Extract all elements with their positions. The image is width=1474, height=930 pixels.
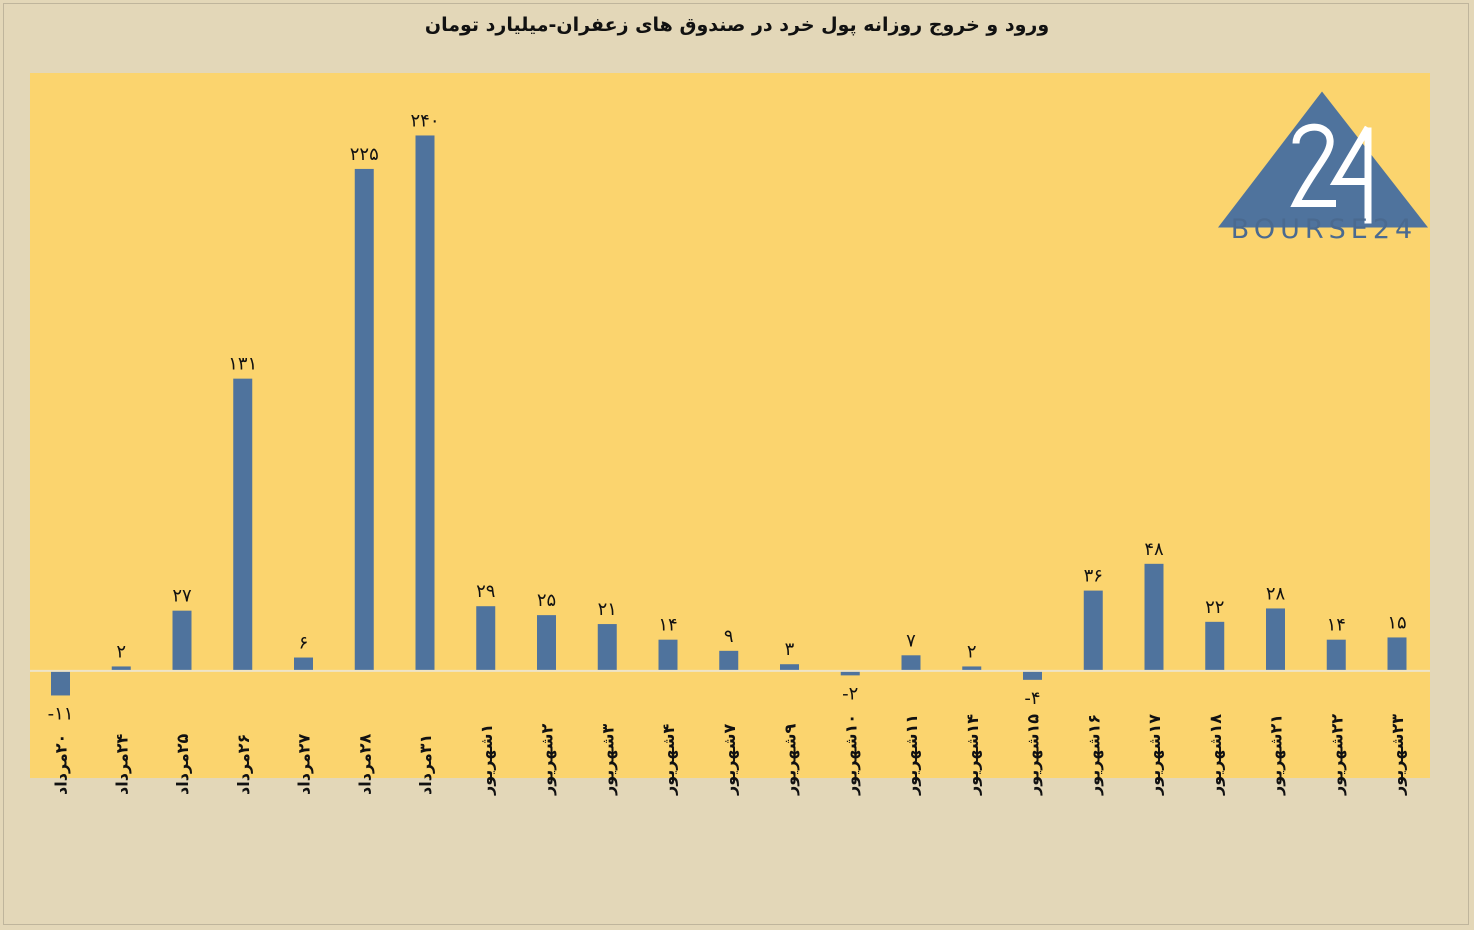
bar	[962, 666, 982, 671]
data-label: -۱۱	[48, 703, 74, 724]
x-tick-label: ۱۵شهریور	[1024, 714, 1043, 796]
x-tick-label: ۷شهریور	[720, 724, 739, 797]
bar	[415, 135, 435, 671]
data-label: ۷	[906, 630, 916, 651]
data-label: -۲	[842, 683, 858, 704]
bar	[1023, 670, 1042, 680]
data-label: ۳	[785, 639, 795, 660]
chart-frame	[3, 3, 1469, 925]
bar	[476, 606, 496, 671]
data-label: ۲۹	[476, 581, 495, 602]
data-label: ۲۵	[537, 590, 556, 611]
data-label: ۴۸	[1144, 539, 1164, 560]
x-tick-label: ۱۸شهریور	[1206, 714, 1225, 796]
bar	[1326, 639, 1346, 671]
bar	[233, 378, 253, 671]
bar	[172, 610, 192, 671]
x-tick-label: ۱۴شهریور	[963, 714, 982, 796]
data-label: ۱۳۱	[228, 354, 257, 375]
x-tick-label: ۲۰مرداد	[52, 734, 71, 795]
data-label: ۲۸	[1266, 583, 1286, 604]
x-tick-label: ۱۰شهریور	[841, 714, 860, 796]
data-label: -۴	[1024, 688, 1040, 709]
x-tick-label: ۱۶شهریور	[1084, 714, 1103, 796]
bar	[537, 615, 556, 671]
bar	[354, 168, 374, 671]
bar	[51, 670, 70, 696]
bar	[901, 655, 921, 671]
x-tick-label: ۲۶مرداد	[234, 734, 253, 795]
bar	[111, 666, 131, 671]
x-tick-label: ۲۳شهریور	[1388, 714, 1407, 796]
data-label: ۲۴۰	[410, 110, 439, 131]
x-tick-label: ۴شهریور	[659, 724, 678, 797]
data-label: ۲۷	[172, 586, 192, 607]
logo-text: BOURSE24	[1230, 214, 1418, 245]
bourse24-logo-icon	[1218, 91, 1428, 228]
data-label: ۱۵	[1387, 612, 1406, 633]
x-tick-label: ۱شهریور	[477, 724, 496, 796]
x-tick-label: ۲۱شهریور	[1267, 714, 1286, 796]
data-label: ۹	[724, 626, 734, 647]
data-label: ۲	[116, 641, 126, 662]
bar	[840, 670, 860, 676]
data-label: ۲۲	[1205, 597, 1224, 618]
bar	[294, 657, 313, 671]
x-tick-label: ۲۷مرداد	[295, 733, 314, 795]
data-label: ۶	[299, 633, 309, 654]
x-tick-label: ۳شهریور	[598, 724, 617, 797]
data-label: ۲۲۵	[350, 144, 379, 165]
x-tick-label: ۳۱مرداد	[416, 734, 435, 795]
x-tick-label: ۲شهریور	[538, 724, 557, 797]
x-tick-label: ۹شهریور	[781, 724, 800, 797]
x-tick-label: ۱۱شهریور	[902, 714, 921, 796]
x-tick-label: ۲۲شهریور	[1327, 714, 1346, 796]
data-label: ۱۴	[1327, 615, 1346, 636]
bar	[1387, 637, 1407, 671]
bar	[658, 639, 678, 671]
bar	[780, 664, 799, 671]
x-tick-label: ۲۸مرداد	[355, 733, 374, 795]
bar	[1144, 563, 1164, 671]
x-tick-label: ۱۷شهریور	[1145, 714, 1164, 796]
bar	[597, 624, 617, 671]
bar	[1205, 621, 1225, 671]
bar	[1266, 608, 1285, 671]
x-tick-label: ۲۵مرداد	[173, 733, 192, 795]
x-tick-label: ۲۴مرداد	[112, 733, 131, 795]
data-label: ۲۱	[598, 599, 617, 620]
data-label: ۳۶	[1084, 566, 1103, 587]
chart-title: ورود و خروج روزانه پول خرد در صندوق های …	[424, 14, 1050, 36]
bar	[1083, 590, 1103, 671]
data-label: ۲	[967, 641, 977, 662]
data-label: ۱۴	[658, 615, 677, 636]
bar	[719, 650, 739, 671]
